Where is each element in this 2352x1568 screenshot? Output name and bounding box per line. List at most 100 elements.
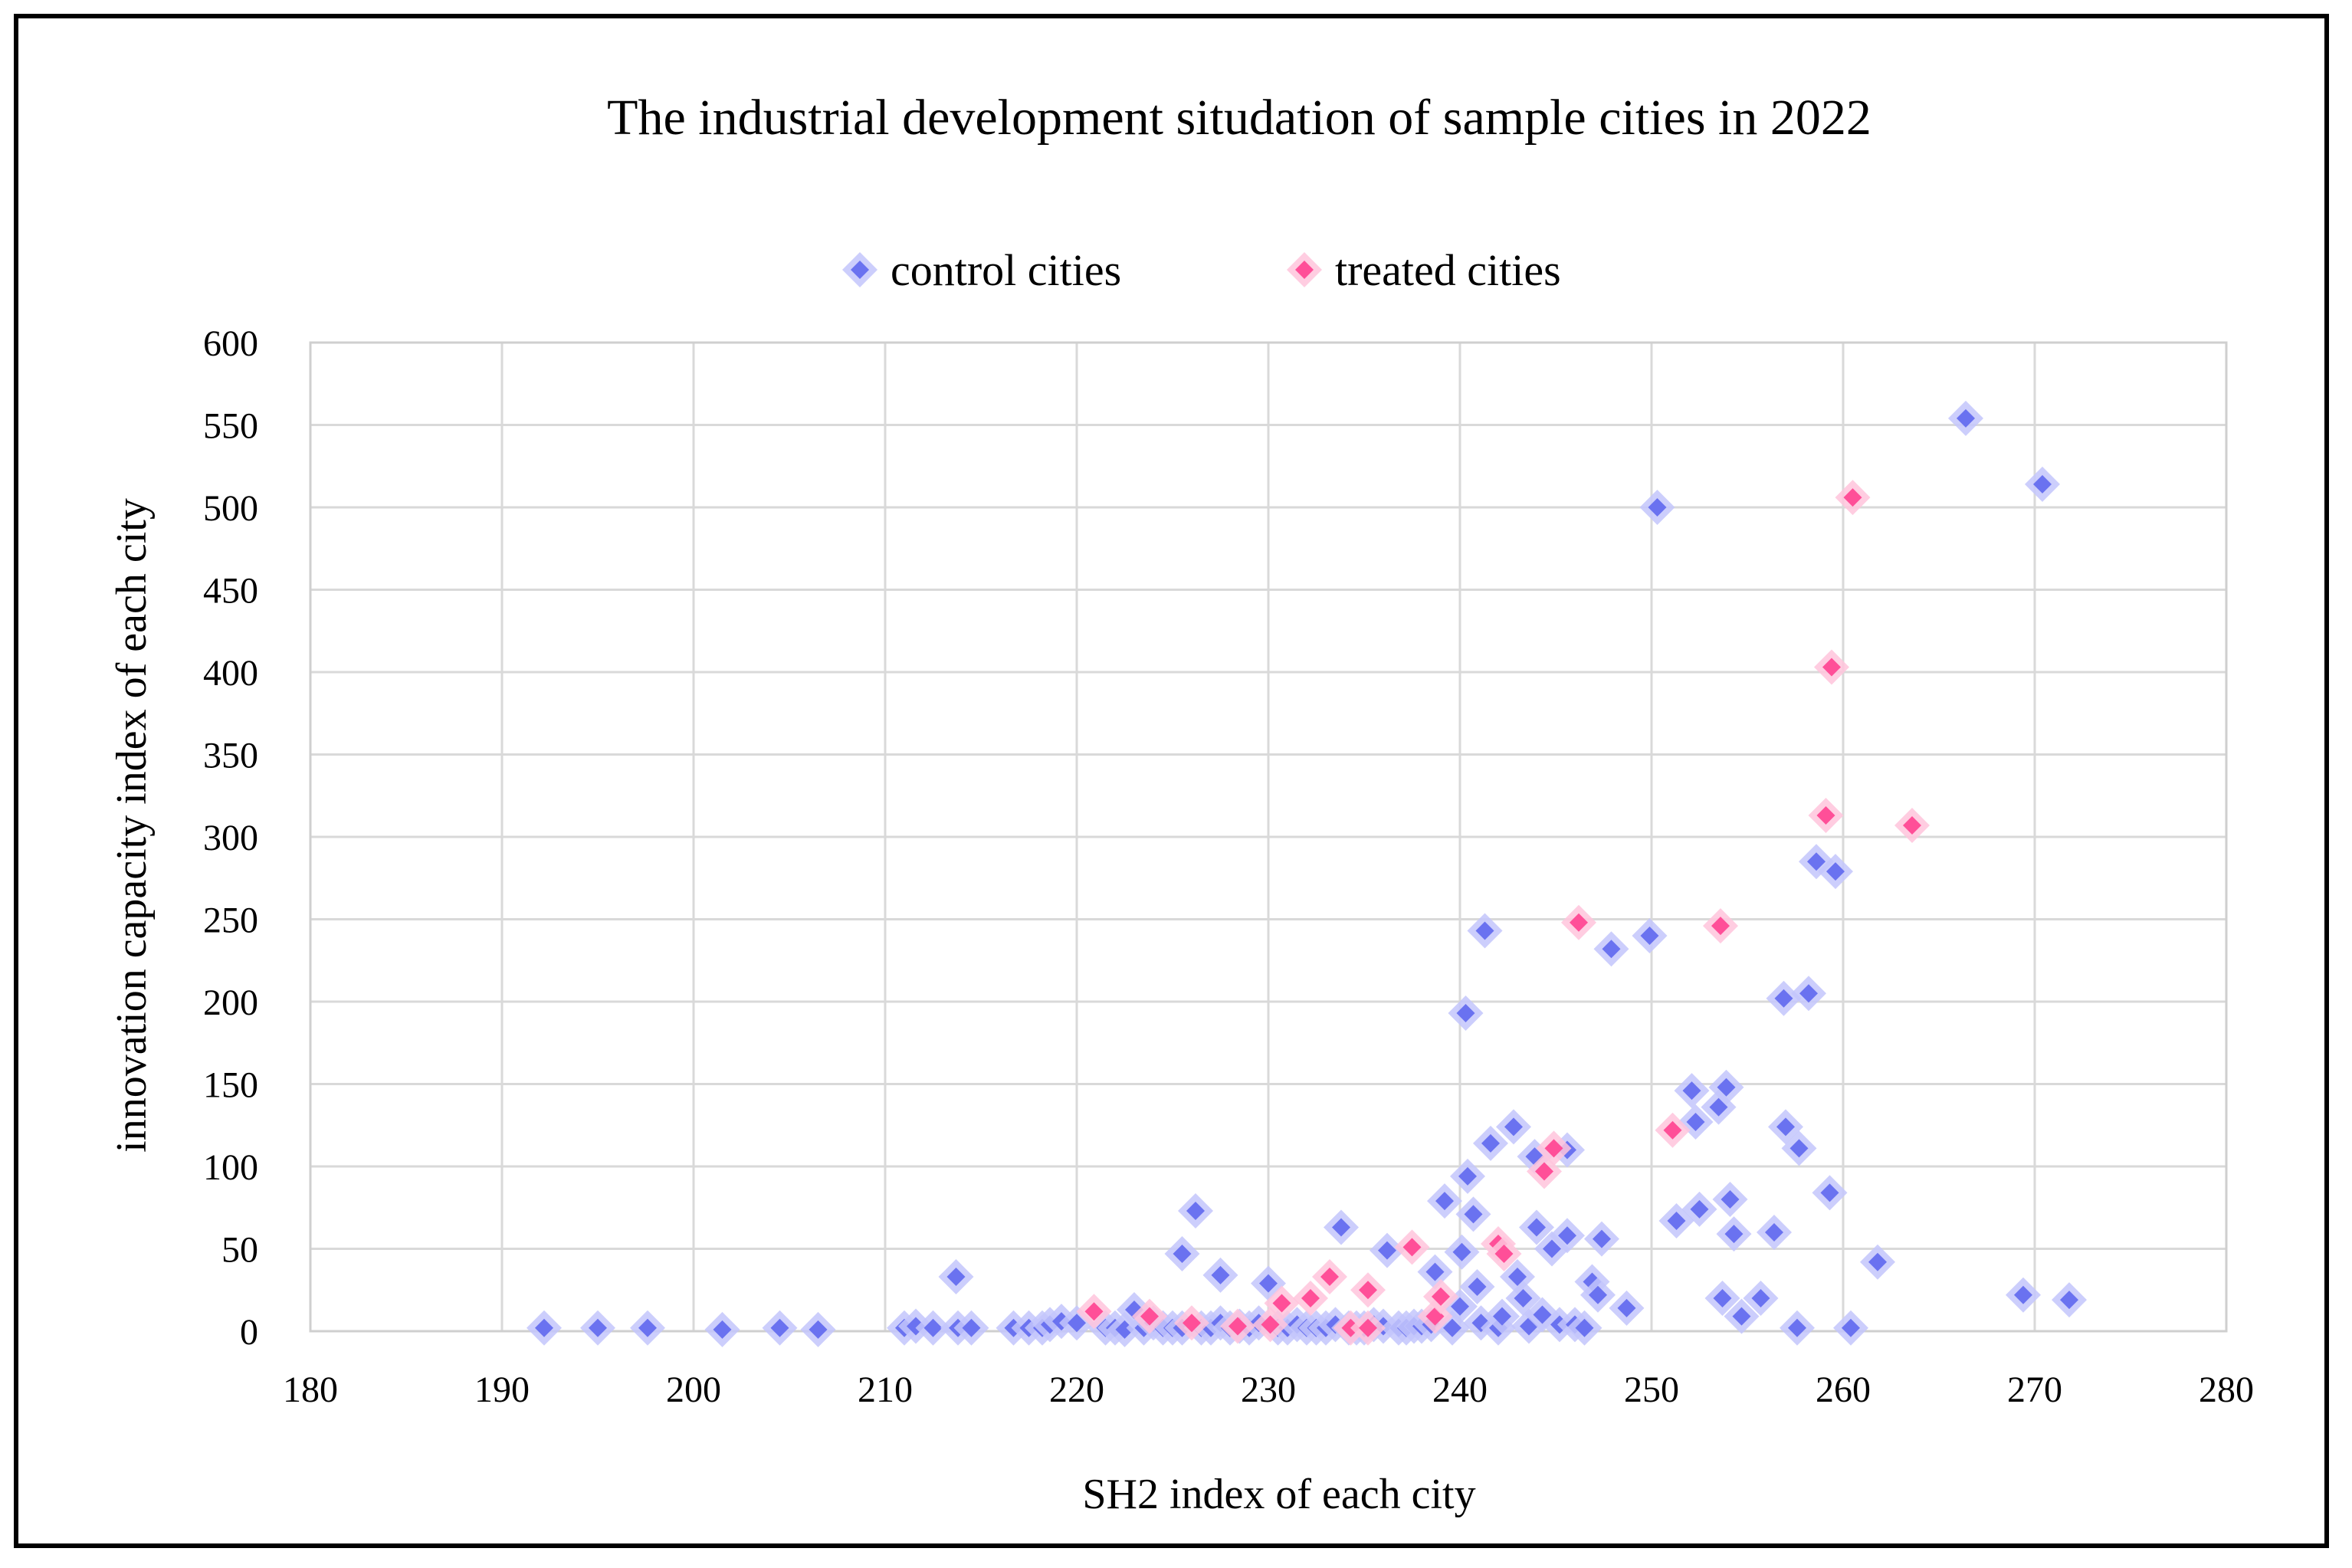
control-point[interactable] — [704, 1311, 740, 1347]
treated-point[interactable] — [1835, 480, 1871, 516]
treated-point[interactable] — [1808, 798, 1844, 834]
control-point-core — [2014, 1285, 2032, 1304]
control-point-core — [1514, 1289, 1533, 1307]
control-point[interactable] — [1948, 400, 1983, 436]
control-point[interactable] — [1448, 996, 1484, 1032]
control-point[interactable] — [2025, 466, 2060, 502]
control-point[interactable] — [1324, 1209, 1359, 1245]
control-point[interactable] — [1178, 1193, 1213, 1229]
treated-point[interactable] — [1350, 1310, 1386, 1346]
control-point[interactable] — [1743, 1281, 1779, 1316]
x-tick-label: 220 — [1049, 1370, 1104, 1410]
control-point[interactable] — [1467, 913, 1503, 949]
control-point-core — [1751, 1289, 1770, 1307]
control-point[interactable] — [630, 1310, 665, 1346]
control-point[interactable] — [526, 1310, 562, 1346]
control-point[interactable] — [1584, 1221, 1619, 1257]
treated-point[interactable] — [1132, 1298, 1167, 1334]
control-point[interactable] — [580, 1310, 615, 1346]
control-point[interactable] — [1593, 931, 1629, 967]
control-point[interactable] — [1704, 1281, 1740, 1316]
control-point[interactable] — [1766, 980, 1802, 1016]
control-point[interactable] — [1674, 1073, 1710, 1109]
control-point[interactable] — [1444, 1234, 1480, 1270]
treated-point[interactable] — [1394, 1229, 1430, 1265]
control-point[interactable] — [1712, 1182, 1748, 1217]
treated-point[interactable] — [1655, 1112, 1691, 1148]
treated-point[interactable] — [1536, 1130, 1572, 1166]
control-point[interactable] — [1780, 1310, 1815, 1346]
control-point[interactable] — [800, 1311, 836, 1347]
control-point[interactable] — [2052, 1282, 2087, 1318]
control-point[interactable] — [1833, 1310, 1868, 1346]
control-point[interactable] — [1791, 976, 1826, 1012]
control-point[interactable] — [1550, 1218, 1585, 1254]
control-point-core — [1425, 1262, 1445, 1281]
control-point[interactable] — [938, 1259, 974, 1295]
y-tick-label: 0 — [240, 1312, 258, 1353]
control-point[interactable] — [1484, 1298, 1520, 1334]
treated-point[interactable] — [1561, 904, 1596, 940]
control-point[interactable] — [1455, 1196, 1491, 1232]
legend-item-control[interactable]: control cities — [842, 245, 1121, 295]
control-point[interactable] — [1609, 1290, 1645, 1326]
control-point[interactable] — [1519, 1209, 1554, 1245]
control-point-core — [1617, 1298, 1636, 1317]
treated-point-core — [1402, 1238, 1422, 1257]
legend-item-treated[interactable]: treated cities — [1287, 245, 1561, 295]
control-point[interactable] — [1757, 1215, 1792, 1250]
control-point[interactable] — [1639, 490, 1675, 525]
treated-point[interactable] — [1350, 1272, 1386, 1308]
treated-point[interactable] — [1264, 1285, 1300, 1321]
control-point[interactable] — [1450, 1158, 1485, 1194]
chart-title: The industrial development situdation of… — [607, 90, 1871, 146]
control-point[interactable] — [1505, 1281, 1541, 1316]
control-point-core — [638, 1318, 657, 1337]
control-point[interactable] — [2006, 1277, 2041, 1313]
legend-diamond-treated[interactable] — [1287, 252, 1322, 287]
x-axis-title: SH2 index of each city — [1082, 1471, 1475, 1518]
treated-point-core — [1570, 913, 1588, 932]
control-point[interactable] — [1781, 1130, 1817, 1166]
control-point[interactable] — [1370, 1232, 1405, 1268]
control-point[interactable] — [1566, 1310, 1602, 1346]
treated-point[interactable] — [1174, 1305, 1209, 1341]
control-point[interactable] — [1459, 1268, 1495, 1304]
y-tick-label: 500 — [203, 488, 258, 529]
treated-point-core — [1301, 1289, 1320, 1307]
legend-diamond-control-core — [851, 261, 869, 279]
control-point[interactable] — [1681, 1191, 1717, 1227]
treated-point[interactable] — [1423, 1278, 1458, 1314]
treated-point[interactable] — [1076, 1294, 1112, 1330]
control-point[interactable] — [1860, 1244, 1895, 1280]
treated-point[interactable] — [1814, 649, 1849, 685]
control-point[interactable] — [1202, 1257, 1238, 1293]
control-point-core — [1667, 1211, 1686, 1230]
treated-point[interactable] — [1293, 1281, 1328, 1316]
control-point[interactable] — [1632, 918, 1668, 953]
treated-point[interactable] — [1894, 807, 1930, 843]
control-point[interactable] — [915, 1310, 951, 1346]
treated-point[interactable] — [1703, 908, 1738, 944]
control-point-core — [1789, 1139, 1809, 1158]
control-point[interactable] — [1812, 1175, 1848, 1211]
control-point[interactable] — [1473, 1125, 1508, 1161]
control-point[interactable] — [1580, 1277, 1616, 1313]
control-point-core — [1788, 1318, 1806, 1337]
control-point[interactable] — [1724, 1298, 1760, 1334]
control-point[interactable] — [1708, 1069, 1744, 1105]
control-point[interactable] — [762, 1310, 798, 1346]
control-point[interactable] — [1716, 1216, 1752, 1252]
control-point[interactable] — [1496, 1109, 1531, 1145]
legend-diamond-control[interactable] — [842, 252, 877, 287]
control-point[interactable] — [1818, 854, 1853, 890]
control-point[interactable] — [1427, 1183, 1462, 1219]
control-point[interactable] — [953, 1310, 989, 1346]
treated-point[interactable] — [1312, 1259, 1347, 1295]
control-point[interactable] — [1417, 1254, 1453, 1290]
control-point-core — [946, 1268, 966, 1287]
treated-point[interactable] — [1220, 1308, 1255, 1344]
treated-point-core — [1140, 1307, 1159, 1326]
treated-point[interactable] — [1486, 1235, 1522, 1271]
control-point[interactable] — [1164, 1235, 1200, 1271]
